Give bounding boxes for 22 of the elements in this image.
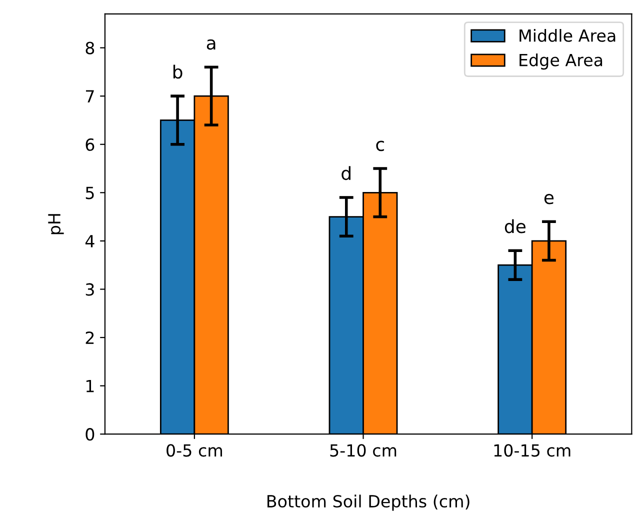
y-tick-label: 7 <box>86 90 94 102</box>
y-tick-label: 4 <box>85 235 94 248</box>
legend-label: Edge Area <box>520 53 602 70</box>
x-axis-title: Bottom Soil Depths (cm) <box>268 494 470 511</box>
annotation: e <box>544 194 554 204</box>
annotation: de <box>504 219 526 234</box>
y-tick-label: 2 <box>86 331 94 344</box>
x-tick-label: 10-15 cm <box>494 444 570 457</box>
annotation: a <box>206 39 216 50</box>
y-tick-label: 5 <box>86 186 94 200</box>
y-tick-label: 8 <box>86 42 94 54</box>
annotation: d <box>342 166 350 180</box>
annotation: b <box>173 64 182 79</box>
annotation: c <box>376 140 384 152</box>
y-tick-label: 0 <box>86 428 94 441</box>
x-tick-label: 5-10 cm <box>330 444 396 457</box>
y-tick-label: 6 <box>86 138 94 151</box>
y-axis-title: pH <box>48 214 64 234</box>
x-tick-label: 0-5 cm <box>166 444 222 457</box>
y-tick-label: 1 <box>86 380 94 392</box>
legend-label: Middle Area <box>520 28 616 42</box>
y-tick-label: 3 <box>86 283 94 296</box>
